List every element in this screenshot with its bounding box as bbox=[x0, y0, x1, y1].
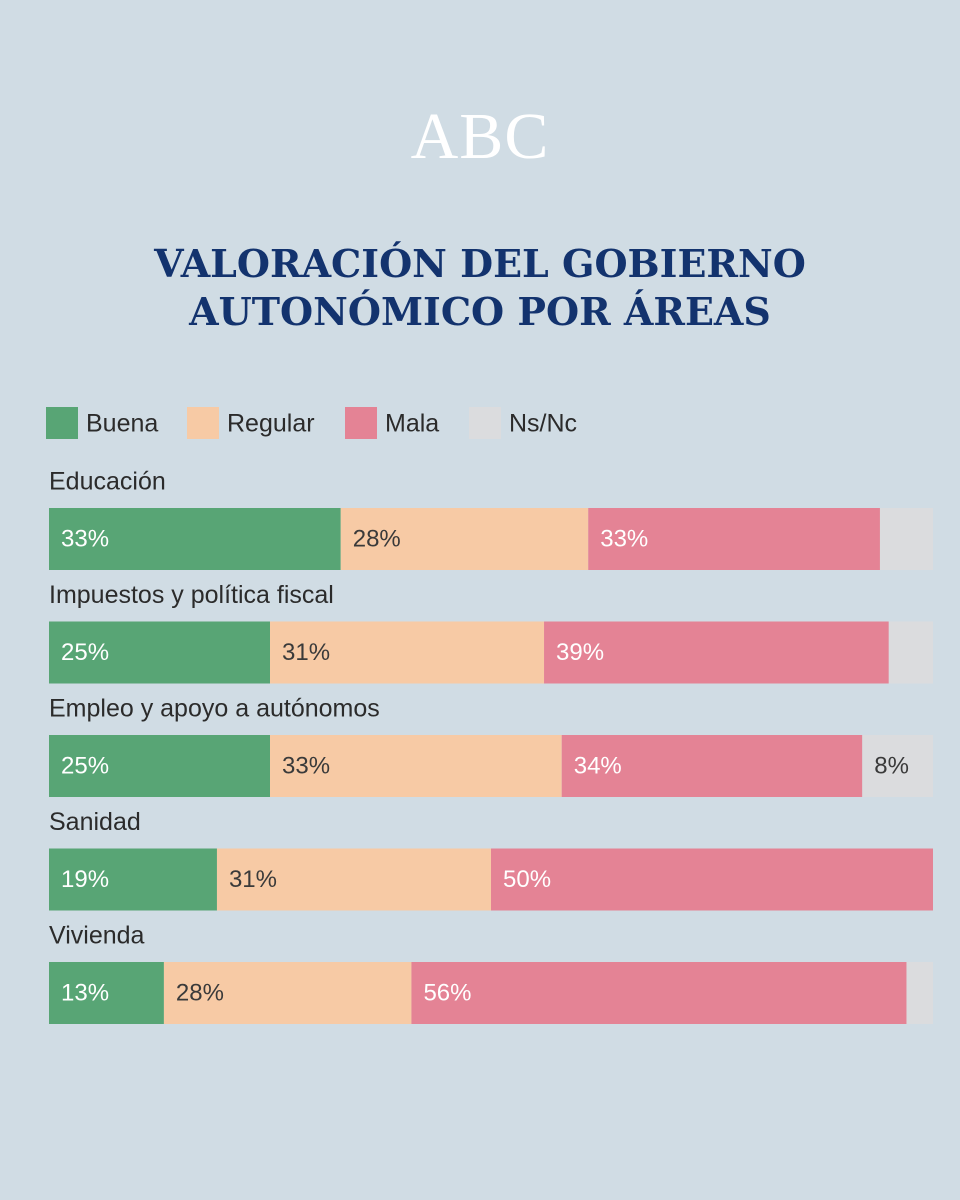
bar-segment-buena bbox=[49, 621, 270, 684]
category-label: Sanidad bbox=[49, 808, 141, 836]
bar-segment-regular bbox=[270, 735, 562, 797]
category-label: Impuestos y política fiscal bbox=[49, 581, 334, 609]
legend-swatch-regular bbox=[187, 407, 219, 439]
bar-segment-buena bbox=[49, 508, 341, 570]
bar-segment-nsnc bbox=[906, 962, 933, 1024]
bar-segment-nsnc bbox=[862, 735, 933, 797]
legend-swatch-mala bbox=[345, 407, 377, 439]
data-label-buena: 13% bbox=[61, 979, 109, 1006]
data-label-buena: 25% bbox=[61, 752, 109, 779]
bar-segment-mala bbox=[544, 621, 889, 684]
data-label-mala: 33% bbox=[600, 525, 648, 552]
bar-segment-mala bbox=[491, 848, 933, 911]
data-label-mala: 56% bbox=[423, 979, 471, 1006]
data-label-buena: 33% bbox=[61, 525, 109, 552]
category-label: Empleo y apoyo a autónomos bbox=[49, 695, 380, 723]
category-label: Vivienda bbox=[49, 922, 145, 950]
data-label-mala: 34% bbox=[574, 752, 622, 779]
chart-title-line-2: AUTONÓMICO POR ÁREAS bbox=[189, 289, 771, 334]
legend-label-nsnc: Ns/Nc bbox=[509, 410, 577, 438]
data-label-buena: 19% bbox=[61, 866, 109, 893]
bar-segment-mala bbox=[588, 508, 880, 570]
legend-swatch-buena bbox=[46, 407, 78, 439]
bar-segment-buena bbox=[49, 848, 217, 911]
data-label-regular: 31% bbox=[282, 639, 330, 666]
bar-segment-regular bbox=[340, 508, 589, 570]
data-label-mala: 50% bbox=[503, 866, 551, 893]
bar-segment-mala bbox=[411, 962, 907, 1024]
data-label-regular: 31% bbox=[229, 866, 277, 893]
bar-segment-regular bbox=[270, 621, 545, 684]
bar-segment-regular bbox=[163, 962, 412, 1024]
category-label: Educación bbox=[49, 468, 166, 496]
data-label-mala: 39% bbox=[556, 639, 604, 666]
chart-title-line-1: VALORACIÓN DEL GOBIERNO bbox=[154, 241, 806, 286]
bar-segment-buena bbox=[49, 735, 270, 797]
data-label-regular: 28% bbox=[353, 525, 401, 552]
legend-swatch-nsnc bbox=[469, 407, 501, 439]
data-label-buena: 25% bbox=[61, 639, 109, 666]
bar-segment-mala bbox=[561, 735, 863, 797]
legend-label-buena: Buena bbox=[86, 410, 158, 438]
legend-label-mala: Mala bbox=[385, 410, 439, 438]
chart-title: VALORACIÓN DEL GOBIERNO AUTONÓMICO POR Á… bbox=[0, 240, 960, 336]
bar-segment-nsnc bbox=[879, 508, 933, 570]
data-label-nsnc: 8% bbox=[874, 752, 909, 779]
legend-label-regular: Regular bbox=[227, 410, 315, 438]
abc-logo: ABC bbox=[410, 100, 550, 173]
bar-segment-regular bbox=[216, 848, 491, 911]
bar-segment-buena bbox=[49, 962, 164, 1024]
data-label-regular: 28% bbox=[176, 979, 224, 1006]
bar-segment-nsnc bbox=[888, 621, 933, 684]
data-label-regular: 33% bbox=[282, 752, 330, 779]
